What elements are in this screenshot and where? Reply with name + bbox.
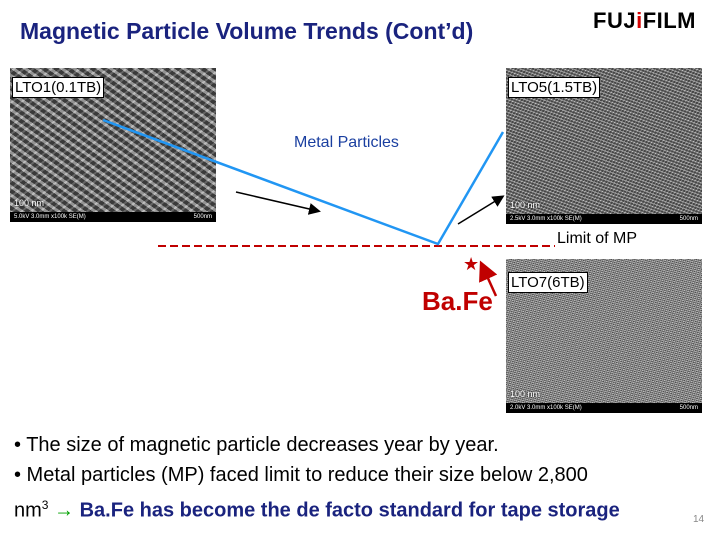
limit-of-mp-label: Limit of MP — [557, 230, 638, 247]
slide-title: Magnetic Particle Volume Trends (Cont’d) — [20, 18, 474, 44]
sem-footer-left: 2.5kV 3.0mm x100k SE(M) — [510, 216, 582, 222]
arrow-to-lto5 — [457, 195, 505, 225]
sem-footer-right: 500nm — [679, 216, 698, 222]
scale-bar-label: 100 nm — [14, 198, 45, 208]
star-icon: ★ — [463, 254, 480, 274]
label-lto5: LTO5(1.5TB) — [508, 77, 601, 98]
sem-footer-left: 2.0kV 3.0mm x100k SE(M) — [510, 405, 582, 411]
logo-part-2: i — [636, 8, 643, 33]
label-lto7: LTO7(6TB) — [508, 272, 588, 293]
unit-superscript: 3 — [41, 498, 49, 512]
logo-part-1: FUJ — [593, 8, 637, 33]
bullet-list: • The size of magnetic particle decrease… — [14, 430, 714, 526]
scale-bar-label: 100 nm — [510, 389, 541, 399]
metal-particle-trend-line — [102, 118, 505, 246]
bafe-label: Ba.Fe — [422, 286, 493, 316]
sem-footer-right: 500nm — [193, 214, 212, 220]
bullet-1: • The size of magnetic particle decrease… — [14, 434, 499, 456]
bullet-2: • Metal particles (MP) faced limit to re… — [14, 464, 588, 486]
label-lto1: LTO1(0.1TB) — [12, 77, 105, 98]
page-number: 14 — [693, 514, 705, 525]
metal-particles-label: Metal Particles — [294, 134, 399, 151]
sem-footer: 5.0kV 3.0mm x100k SE(M) 500nm — [10, 212, 216, 222]
unit-nm: nm — [14, 499, 42, 522]
scale-bar-label: 100 nm — [510, 200, 541, 210]
right-arrow-icon: → — [54, 499, 75, 522]
fujifilm-logo: FUJiFILM — [593, 8, 696, 34]
sem-footer-left: 5.0kV 3.0mm x100k SE(M) — [14, 214, 86, 220]
conclusion-text: Ba.Fe has become the de facto standard f… — [79, 499, 620, 522]
sem-footer-right: 500nm — [679, 405, 698, 411]
arrow-to-lto1 — [235, 191, 321, 215]
arrow-bafe-to-lto7 — [479, 260, 498, 297]
logo-part-3: FILM — [642, 8, 697, 33]
sem-footer: 2.0kV 3.0mm x100k SE(M) 500nm — [506, 403, 702, 413]
sem-footer: 2.5kV 3.0mm x100k SE(M) 500nm — [506, 214, 702, 224]
bullet-3: nm3 → Ba.Fe has become the de facto stan… — [14, 490, 714, 526]
